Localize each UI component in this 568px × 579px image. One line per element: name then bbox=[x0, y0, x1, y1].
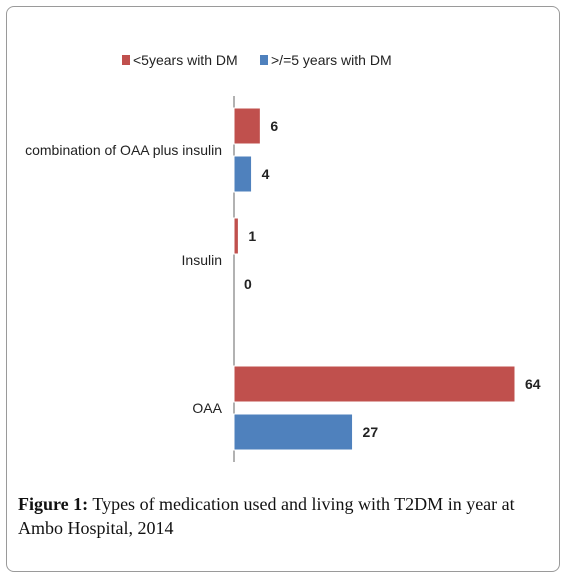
category-label-insulin: Insulin bbox=[182, 252, 222, 268]
bars bbox=[233, 107, 516, 451]
figure-caption: Figure 1: Types of medication used and l… bbox=[18, 492, 558, 540]
bar-chart: <5years with DM >/=5 years with DM combin… bbox=[25, 52, 541, 462]
value-label-insulin-series-1: 1 bbox=[248, 228, 256, 244]
legend-label-2: >/=5 years with DM bbox=[271, 52, 392, 68]
legend-swatch-1 bbox=[122, 55, 130, 65]
category-label-oaa: OAA bbox=[192, 400, 222, 416]
bar-oaa-series-1 bbox=[233, 365, 516, 403]
figure-label: Figure 1: bbox=[18, 494, 89, 514]
value-label-combination-of-oaa-plus-insulin-series-1: 6 bbox=[270, 118, 278, 134]
legend-swatch-2 bbox=[260, 55, 268, 65]
bar-insulin-series-1 bbox=[233, 217, 239, 255]
value-label-oaa-series-2: 27 bbox=[363, 424, 379, 440]
bar-oaa-series-2 bbox=[233, 413, 354, 451]
legend-label-1: <5years with DM bbox=[133, 52, 238, 68]
figure-frame bbox=[6, 6, 560, 572]
category-labels: combination of OAA plus insulin Insulin OA… bbox=[25, 142, 223, 416]
value-label-insulin-series-2: 0 bbox=[244, 276, 252, 292]
figure-caption-text: Types of medication used and living with… bbox=[18, 494, 515, 538]
chart-legend: <5years with DM >/=5 years with DM bbox=[122, 52, 392, 68]
value-label-combination-of-oaa-plus-insulin-series-2: 4 bbox=[262, 166, 270, 182]
value-label-oaa-series-1: 64 bbox=[525, 376, 541, 392]
category-label-combination-of-oaa-plus-insulin: combination of OAA plus insulin bbox=[25, 142, 222, 158]
bar-combination-of-oaa-plus-insulin-series-1 bbox=[233, 107, 261, 145]
bar-combination-of-oaa-plus-insulin-series-2 bbox=[233, 155, 253, 193]
